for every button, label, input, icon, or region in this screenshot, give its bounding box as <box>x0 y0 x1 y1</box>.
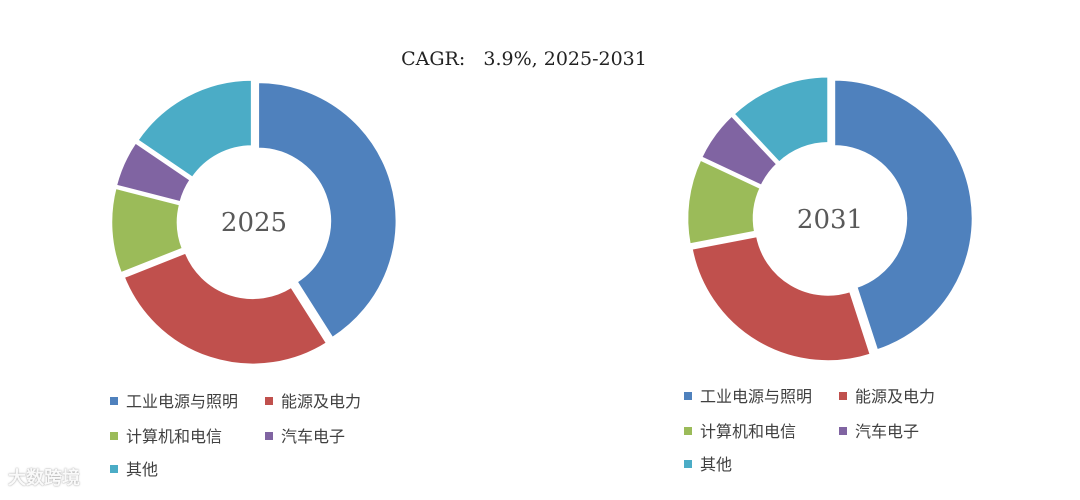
legend-label: 能源及电力 <box>281 392 362 411</box>
legend-item: 工业电源与照明 <box>110 392 238 412</box>
legend-label: 其他 <box>126 460 159 479</box>
donut-2025: 2025 <box>109 78 399 367</box>
center-label-2025: 2025 <box>221 208 287 238</box>
legend-swatch <box>839 426 847 435</box>
legend-item: 其他 <box>110 460 158 480</box>
legend-item: 计算机和电信 <box>684 422 796 442</box>
slice-2025-5 <box>135 78 254 180</box>
chart-title: CAGR: 3.9%, 2025-2031 <box>401 48 647 70</box>
legend-swatch <box>684 426 692 435</box>
legend-swatch <box>265 431 273 440</box>
slice-2031-5 <box>731 75 830 165</box>
watermark-logo: 大数跨境 <box>8 468 80 489</box>
legend-item: 工业电源与照明 <box>684 387 812 407</box>
donut-2031: 2031 <box>685 75 975 363</box>
legend-item: 汽车电子 <box>265 427 345 447</box>
legend-label: 计算机和电信 <box>126 427 223 446</box>
legend-swatch <box>110 431 118 440</box>
legend-label: 计算机和电信 <box>700 422 797 441</box>
legend-swatch <box>684 391 692 400</box>
slice-2031-3 <box>685 157 763 247</box>
legend-label: 工业电源与照明 <box>126 392 239 411</box>
legend-label: 汽车电子 <box>281 427 346 446</box>
legend-item: 计算机和电信 <box>110 427 222 447</box>
legend-swatch <box>110 396 118 405</box>
legend-item: 能源及电力 <box>839 387 935 407</box>
legend-swatch <box>110 464 118 473</box>
slice-2025-1 <box>256 80 399 340</box>
legend-item: 汽车电子 <box>839 422 919 442</box>
legend-label: 汽车电子 <box>855 422 920 441</box>
slice-2025-4 <box>114 140 193 204</box>
legend-label: 工业电源与照明 <box>700 387 813 406</box>
legend-swatch <box>684 459 692 468</box>
legend-item: 其他 <box>684 455 732 475</box>
legend-label: 其他 <box>700 455 733 474</box>
slice-2031-4 <box>699 113 780 188</box>
legend-label: 能源及电力 <box>855 387 936 406</box>
slice-2031-1 <box>832 78 975 353</box>
legend-swatch <box>265 396 273 405</box>
slice-2025-3 <box>109 186 185 276</box>
center-label-2031: 2031 <box>797 205 863 235</box>
slice-2025-2 <box>121 250 329 367</box>
legend-item: 能源及电力 <box>265 392 361 412</box>
legend-swatch <box>839 391 847 400</box>
slice-2031-2 <box>689 234 873 363</box>
